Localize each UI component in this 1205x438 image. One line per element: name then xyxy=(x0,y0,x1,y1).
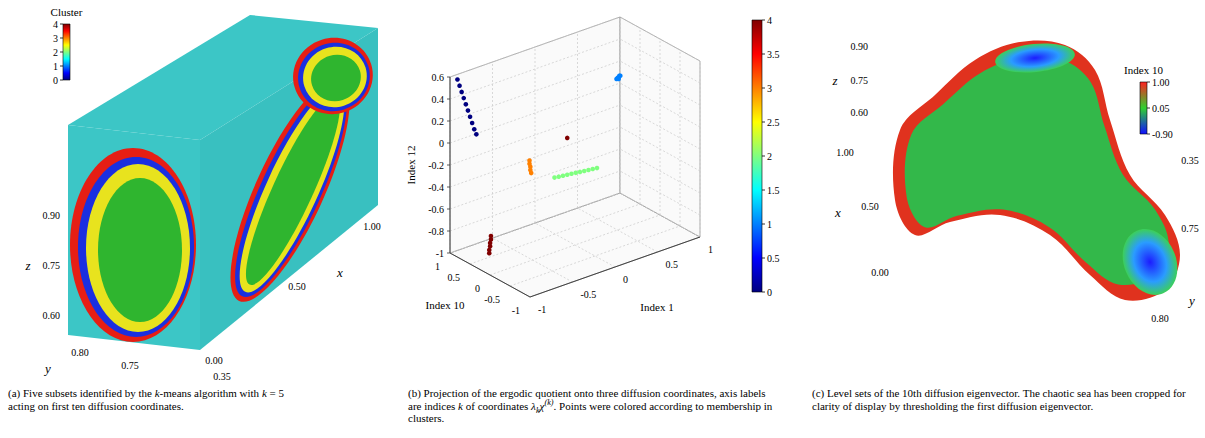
svg-text:1.00: 1.00 xyxy=(836,147,854,158)
svg-text:Cluster: Cluster xyxy=(51,6,83,18)
svg-text:0.05: 0.05 xyxy=(1152,103,1170,114)
svg-text:-1: -1 xyxy=(436,248,444,259)
svg-text:-0.8: -0.8 xyxy=(428,226,444,237)
svg-text:1.00: 1.00 xyxy=(363,221,381,232)
svg-text:2.5: 2.5 xyxy=(767,117,780,128)
svg-text:Index 1: Index 1 xyxy=(640,301,673,313)
svg-text:-0.4: -0.4 xyxy=(428,182,444,193)
svg-text:0.5: 0.5 xyxy=(448,272,461,283)
svg-text:z: z xyxy=(831,73,837,88)
svg-text:1: 1 xyxy=(708,244,713,255)
svg-text:0.90: 0.90 xyxy=(851,41,869,52)
svg-text:0.00: 0.00 xyxy=(871,267,889,278)
svg-text:0.75: 0.75 xyxy=(121,360,139,371)
svg-text:0.6: 0.6 xyxy=(432,72,445,83)
svg-text:0.35: 0.35 xyxy=(1181,155,1199,166)
svg-text:0.60: 0.60 xyxy=(851,107,869,118)
svg-text:2: 2 xyxy=(53,47,58,58)
svg-text:3: 3 xyxy=(767,83,772,94)
svg-text:0.90: 0.90 xyxy=(43,210,61,221)
svg-text:2: 2 xyxy=(767,151,772,162)
svg-text:0.00: 0.00 xyxy=(205,355,223,366)
svg-text:x: x xyxy=(834,205,841,220)
svg-text:0: 0 xyxy=(53,75,58,86)
svg-text:0.5: 0.5 xyxy=(666,259,679,270)
svg-text:0.75: 0.75 xyxy=(43,260,61,271)
html-text:(a) Five subsets identified by: (a) Five subsets identified by the k -me… xyxy=(8,387,284,412)
svg-text:1.5: 1.5 xyxy=(767,185,780,196)
svg-text:0.4: 0.4 xyxy=(432,94,445,105)
svg-text:0: 0 xyxy=(439,138,444,149)
svg-text:-1: -1 xyxy=(538,304,546,315)
svg-text:Index 10: Index 10 xyxy=(426,299,465,311)
svg-text:0.50: 0.50 xyxy=(288,281,306,292)
svg-text:0: 0 xyxy=(767,287,772,298)
svg-text:x: x xyxy=(336,265,343,280)
svg-text:y: y xyxy=(1187,293,1195,308)
svg-text:4: 4 xyxy=(53,19,58,30)
svg-text:Index 12: Index 12 xyxy=(405,146,417,185)
svg-text:0.60: 0.60 xyxy=(43,310,61,321)
svg-text:3.5: 3.5 xyxy=(767,49,780,60)
svg-text:0.75: 0.75 xyxy=(1181,223,1199,234)
svg-text:Index 10: Index 10 xyxy=(1124,64,1163,76)
svg-text:4: 4 xyxy=(767,15,772,26)
svg-text:1: 1 xyxy=(53,61,58,72)
svg-text:-0.90: -0.90 xyxy=(1152,129,1173,140)
svg-text:-0.6: -0.6 xyxy=(428,204,444,215)
html-text:(c) Level sets of the 10th dif: (c) Level sets of the 10th diffusion eig… xyxy=(812,387,1186,412)
svg-text:3: 3 xyxy=(53,33,58,44)
svg-text:1.00: 1.00 xyxy=(1152,77,1170,88)
svg-text:-0.5: -0.5 xyxy=(581,289,597,300)
svg-text:-0.5: -0.5 xyxy=(484,294,500,305)
svg-text:0.2: 0.2 xyxy=(432,116,445,127)
svg-text:1: 1 xyxy=(767,219,772,230)
svg-text:0.50: 0.50 xyxy=(861,201,879,212)
svg-text:-0.2: -0.2 xyxy=(428,160,444,171)
svg-text:0: 0 xyxy=(475,283,480,294)
svg-text:0.5: 0.5 xyxy=(767,253,780,264)
svg-text:0.75: 0.75 xyxy=(851,75,869,86)
svg-text:0.35: 0.35 xyxy=(213,371,231,382)
svg-text:-1: -1 xyxy=(512,305,520,316)
svg-text:1: 1 xyxy=(435,261,440,272)
svg-text:0.80: 0.80 xyxy=(71,347,89,358)
svg-text:0.80: 0.80 xyxy=(1151,313,1169,324)
html-text:(b) Projection of the ergodic: (b) Projection of the ergodic quotient o… xyxy=(408,387,773,424)
svg-text:y: y xyxy=(43,361,51,376)
svg-text:0: 0 xyxy=(623,274,628,285)
svg-text:z: z xyxy=(24,258,30,273)
